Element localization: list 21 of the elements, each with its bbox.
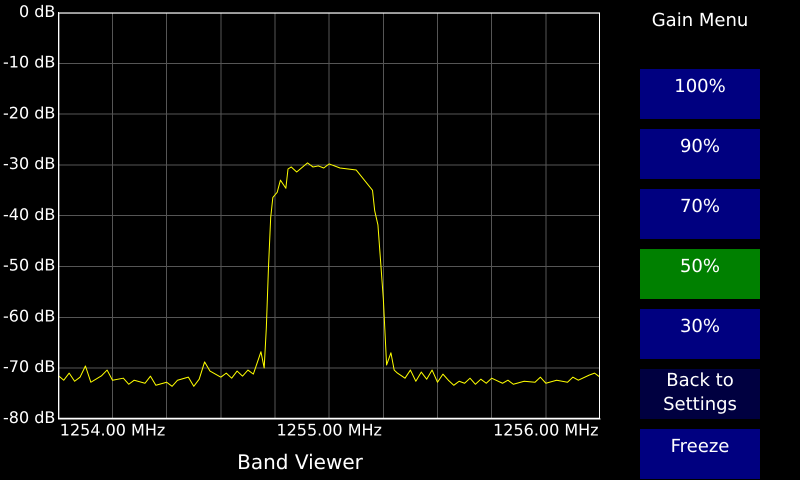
menu-button[interactable]: 30% [640, 309, 760, 359]
y-tick-label: -30 dB [2, 154, 56, 174]
y-tick-label: -20 dB [2, 103, 56, 122]
y-tick-label: -10 dB [2, 52, 56, 72]
y-tick-label: -70 dB [2, 357, 56, 376]
menu-button[interactable]: 70% [640, 189, 760, 239]
menu-button[interactable]: 50% [640, 249, 760, 299]
menu-button[interactable]: 90% [640, 129, 760, 179]
x-tick-label: 1256.00 MHz [493, 420, 599, 440]
y-tick-label: -60 dB [2, 306, 56, 326]
y-tick-label: -80 dB [2, 408, 56, 427]
x-tick-label: 1254.00 MHz [60, 420, 166, 440]
text: Band Viewer [237, 450, 364, 474]
text: Gain Menu [650, 9, 750, 33]
menu-button[interactable]: 100% [640, 69, 760, 119]
menu-button[interactable]: Freeze [640, 429, 760, 479]
menu-button[interactable]: Back to Settings [640, 369, 760, 419]
y-tick-label: 0 dB [18, 2, 56, 21]
y-tick-label: -50 dB [2, 256, 56, 275]
y-tick-label: -40 dB [2, 204, 56, 224]
x-tick-label: 1255.00 MHz [276, 420, 382, 440]
